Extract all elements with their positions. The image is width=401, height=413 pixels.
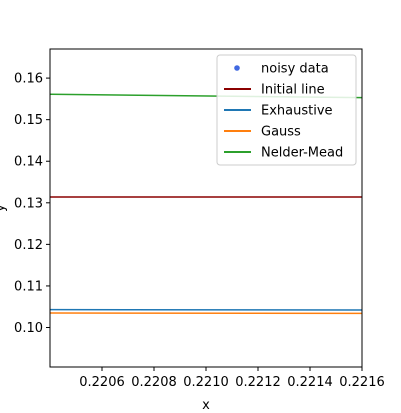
x-tick-label: 0.2216 [339, 375, 385, 390]
y-tick-label: 0.14 [14, 155, 43, 170]
y-tick-label: 0.12 [14, 238, 43, 253]
legend-label-gauss: Gauss [261, 125, 301, 140]
y-axis-label: y [0, 204, 8, 212]
legend-box [216, 54, 357, 166]
legend-label-exhaustive: Exhaustive [261, 104, 333, 119]
y-tick-label: 0.15 [14, 113, 43, 128]
y-axis: 0.10 0.11 0.12 0.13 0.14 0.15 0.16 [14, 72, 50, 336]
x-tick-label: 0.2208 [131, 375, 177, 390]
x-tick-label: 0.2214 [287, 375, 333, 390]
x-tick-label: 0.2212 [235, 375, 281, 390]
x-axis-label: x [202, 398, 210, 413]
y-tick-label: 0.16 [14, 72, 43, 87]
y-tick-label: 0.10 [14, 321, 43, 336]
y-tick-label: 0.13 [14, 196, 43, 211]
legend-label-initial-line: Initial line [261, 83, 325, 98]
legend: noisy data Initial line Exhaustive Gauss Nel… [216, 54, 357, 166]
x-axis: 0.2206 0.2208 0.2210 0.2212 0.2214 0.2216 [79, 367, 385, 390]
legend-label-nelder-mead: Nelder-Mead [261, 146, 343, 161]
y-tick-label: 0.11 [14, 279, 43, 294]
series-layer [49, 93, 363, 315]
legend-swatch-noisy-data [234, 65, 240, 71]
legend-label-noisy-data: noisy data [261, 62, 329, 77]
x-tick-label: 0.2210 [183, 375, 229, 390]
x-tick-label: 0.2206 [79, 375, 125, 390]
